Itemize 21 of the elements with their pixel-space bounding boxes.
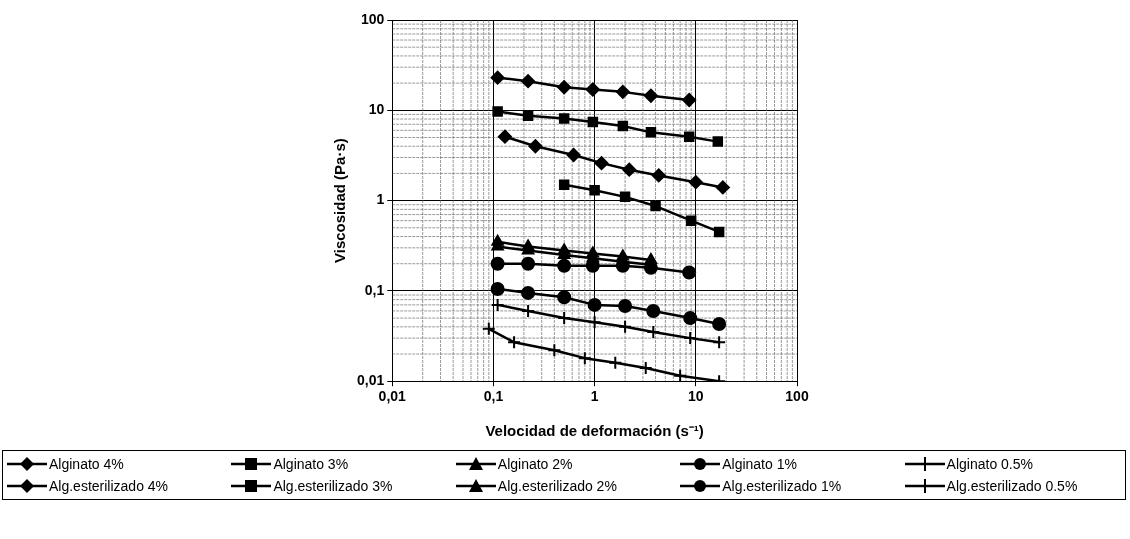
x-tick-label: 100: [785, 388, 809, 405]
x-tick-label: 0,1: [483, 388, 504, 405]
legend-label: Alg.esterilizado 3%: [273, 478, 393, 494]
y-tick-label: 1: [376, 191, 385, 208]
legend-label: Alginato 4%: [49, 456, 124, 472]
legend-label: Alginato 3%: [273, 456, 349, 472]
legend-label: Alg.esterilizado 1%: [722, 478, 842, 494]
y-tick-label: 100: [360, 10, 385, 27]
legend-label: Alg.esterilizado 4%: [49, 478, 169, 494]
x-tick-label: 10: [688, 388, 704, 405]
y-tick-label: 0,01: [357, 372, 385, 389]
legend-label: Alginato 2%: [497, 456, 573, 472]
x-axis-title: Velocidad de deformación (s⁻¹): [485, 422, 704, 440]
y-axis-title: Viscosidad (Pa·s): [331, 138, 349, 263]
y-tick-label: 10: [368, 101, 385, 118]
legend-label: Alginato 1%: [722, 456, 797, 472]
y-tick-label: 0,1: [364, 281, 385, 298]
legend-label: Alg.esterilizado 2%: [497, 478, 617, 494]
legend-label: Alginato 0.5%: [946, 456, 1033, 472]
x-tick-label: 1: [590, 388, 599, 405]
legend-label: Alg.esterilizado 0.5%: [946, 478, 1078, 494]
